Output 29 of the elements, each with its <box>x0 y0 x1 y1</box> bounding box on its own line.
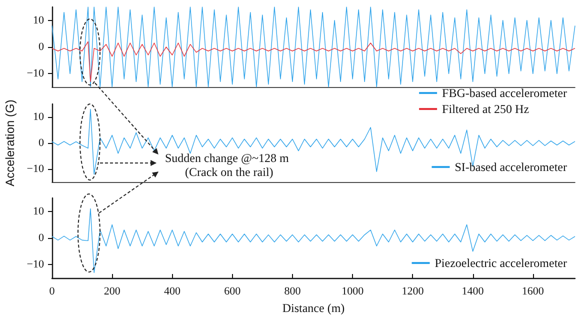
annotation: (Crack on the rail) <box>185 165 274 179</box>
x-tick-label: 400 <box>164 286 181 298</box>
legend-label: Filtered at 250 Hz <box>442 102 530 116</box>
y-tick-label: −10 <box>26 258 44 271</box>
legend-label: FBG-based accelerometer <box>442 86 568 100</box>
y-tick-label: 10 <box>33 111 44 123</box>
y-tick-label: −10 <box>26 163 44 175</box>
y-tick-label: 10 <box>33 205 44 218</box>
x-tick-label: 1000 <box>342 286 364 298</box>
x-tick-label: 600 <box>224 286 242 298</box>
y-tick-label: 10 <box>33 14 44 26</box>
x-tick-label: 0 <box>49 286 56 298</box>
y-axis-title: Acceleration (G) <box>2 100 17 186</box>
line-series <box>52 6 576 88</box>
line-series <box>52 208 576 274</box>
x-tick-label: 200 <box>104 286 121 298</box>
x-tick-label: 800 <box>284 286 302 298</box>
legend-label: Piezoelectric accelerometer <box>434 256 568 270</box>
y-tick-label: 0 <box>38 232 44 244</box>
y-tick-label: 0 <box>38 137 44 149</box>
legend-label: SI-based accelerometer <box>454 160 568 174</box>
x-tick-label: 1400 <box>462 286 484 298</box>
x-tick-label: 1600 <box>522 286 544 298</box>
line-series <box>52 41 576 82</box>
x-tick-label: 1200 <box>402 286 424 298</box>
annotation: Sudden change @~128 m <box>165 151 290 165</box>
y-tick-label: −10 <box>26 68 44 80</box>
x-axis-title: Distance (m) <box>282 300 345 315</box>
y-tick-label: 0 <box>38 41 44 53</box>
